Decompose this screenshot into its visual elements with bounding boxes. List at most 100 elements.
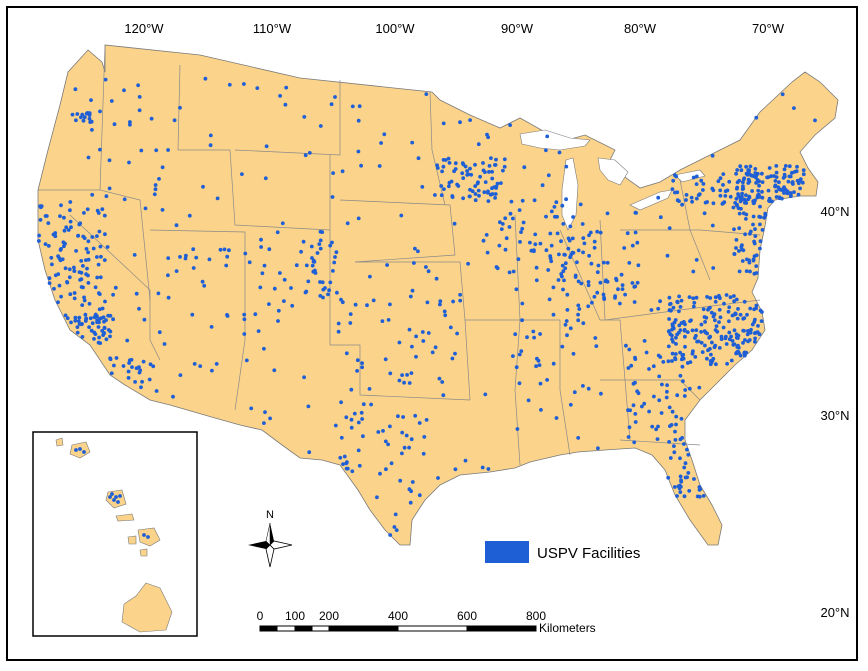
facility-point [487,170,491,174]
facility-point [716,179,721,184]
facility-point [727,330,732,335]
facility-point [268,416,272,421]
facility-point [705,200,709,204]
facility-point [468,118,472,122]
facility-point [388,371,393,376]
facility-point [561,222,566,226]
facility-point [90,321,95,326]
facility-point [490,169,494,174]
facility-point [534,278,539,283]
facility-point [485,132,489,137]
facility-point [624,343,628,348]
facility-point [60,257,65,262]
facility-point [766,188,771,193]
facility-point [681,352,686,357]
facility-point [453,161,458,166]
facility-point [114,495,118,499]
facility-point [282,299,286,303]
facility-point [568,255,572,260]
facility-point [721,325,726,330]
facility-point [153,183,158,187]
facility-point [441,393,446,398]
facility-point [673,429,677,434]
facility-point [311,259,316,264]
facility-point [451,299,455,304]
facility-point [731,342,736,347]
facility-point [748,329,752,334]
facility-point [576,279,581,284]
facility-point [69,225,73,230]
lat-label-20n: 20°N [820,605,849,620]
facility-point [107,186,112,191]
facility-point [757,183,761,188]
north-arrow: N [248,509,293,568]
facility-point [732,328,737,333]
facility-point [417,421,422,425]
facility-point [744,164,748,169]
facility-point [89,98,93,102]
facility-point [705,331,709,336]
facility-point [758,308,763,313]
facility-point [121,364,126,368]
facility-point [726,309,731,314]
facility-point [635,240,640,245]
facility-point [388,533,393,537]
facility-point [586,386,591,391]
facility-point [222,247,227,252]
facility-point [531,329,536,334]
facility-point [112,498,116,502]
facility-point [402,380,406,385]
facility-point [746,339,750,344]
facility-point [378,471,382,476]
facility-point [344,466,349,471]
facility-point [174,223,179,228]
facility-point [540,183,545,188]
facility-point [718,188,723,193]
facility-point [78,221,83,226]
facility-point [326,292,330,297]
facility-point [420,185,425,189]
facility-point [475,181,480,186]
facility-point [718,296,722,301]
facility-point [793,169,797,174]
facility-point [748,229,753,234]
facility-point [438,299,443,304]
facility-point [563,266,568,271]
facility-point [774,164,779,168]
facility-point [730,339,735,343]
facility-point [751,214,756,219]
facility-point [511,216,515,221]
facility-point [518,240,522,244]
facility-point [93,332,98,336]
north-arrow-label: N [266,509,274,521]
facility-point [389,461,394,466]
facility-point [146,535,150,539]
facility-point [595,229,600,234]
facility-point [359,410,364,415]
facility-point [758,239,763,244]
facility-point [670,337,674,342]
facility-point [710,340,714,345]
facility-point [659,411,664,415]
facility-point [313,271,318,275]
facility-point [586,280,591,284]
facility-point [735,168,740,172]
facility-point [734,297,739,302]
facility-point [385,263,389,267]
facility-point [703,320,707,324]
facility-point [401,415,405,419]
lake-huron [597,157,629,186]
facility-point [446,156,451,161]
facility-point [571,351,576,356]
facility-point [62,215,66,220]
facility-point [742,176,747,181]
facility-point [483,392,488,397]
facility-point [272,368,277,373]
facility-point [718,176,723,181]
facility-point [289,286,293,290]
facility-point [96,325,101,329]
facility-point [508,123,512,127]
facility-point [127,120,132,124]
facility-point [801,168,806,173]
facility-point [562,278,566,283]
